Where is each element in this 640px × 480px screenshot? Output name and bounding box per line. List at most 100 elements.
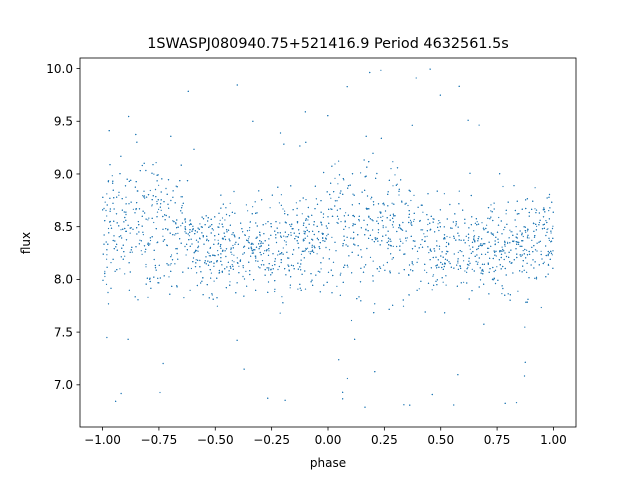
data-point <box>307 206 309 209</box>
data-point <box>160 191 162 193</box>
data-point <box>402 242 404 244</box>
data-point <box>447 251 449 253</box>
data-point <box>471 216 473 218</box>
data-point <box>126 178 128 180</box>
data-point <box>219 245 221 247</box>
data-point <box>296 240 298 242</box>
data-point <box>396 245 398 248</box>
data-point <box>516 233 518 235</box>
data-point <box>153 221 155 224</box>
data-point <box>498 259 500 261</box>
data-point <box>205 215 207 217</box>
data-point <box>398 190 400 192</box>
data-point <box>272 253 274 255</box>
data-point <box>492 257 494 260</box>
data-point <box>376 220 378 222</box>
data-point <box>416 250 419 252</box>
data-point <box>535 278 538 280</box>
data-point <box>221 264 223 266</box>
data-point <box>342 245 344 247</box>
data-point <box>527 298 529 300</box>
data-point <box>295 235 297 237</box>
data-point <box>291 228 293 230</box>
data-point <box>290 185 292 187</box>
data-point <box>346 236 348 238</box>
data-point <box>334 177 336 179</box>
data-point <box>516 253 518 255</box>
data-point <box>328 208 330 210</box>
data-point <box>377 240 379 242</box>
data-point <box>304 288 307 290</box>
data-point <box>536 250 538 252</box>
data-point <box>509 229 511 231</box>
data-point <box>372 220 374 222</box>
data-point <box>334 163 336 165</box>
data-point <box>436 279 438 281</box>
data-point <box>329 193 331 196</box>
data-point <box>353 223 355 225</box>
data-point <box>279 222 281 224</box>
data-point <box>526 237 529 239</box>
data-point <box>300 269 302 271</box>
data-point <box>189 289 191 291</box>
data-point <box>233 254 235 256</box>
data-point <box>438 245 441 247</box>
data-point <box>289 224 291 226</box>
data-point <box>106 193 108 195</box>
data-point <box>538 264 540 266</box>
data-point <box>411 124 413 126</box>
data-point <box>350 319 353 322</box>
data-point <box>470 194 472 197</box>
data-point <box>190 238 192 240</box>
data-point <box>106 336 108 339</box>
data-point <box>396 183 398 185</box>
data-point <box>359 281 362 283</box>
data-point <box>368 161 370 163</box>
data-point <box>503 250 505 252</box>
data-point <box>247 238 250 240</box>
data-point <box>313 251 315 253</box>
data-point <box>151 205 153 207</box>
data-point <box>283 235 285 237</box>
data-point <box>312 239 314 241</box>
data-point <box>343 239 345 241</box>
data-point <box>432 274 435 276</box>
data-point <box>443 237 446 239</box>
data-point <box>315 274 317 276</box>
data-point <box>463 239 465 241</box>
data-point <box>231 253 233 255</box>
data-point <box>523 375 526 377</box>
data-point <box>390 168 392 170</box>
data-point <box>255 222 257 224</box>
data-point <box>489 257 491 259</box>
data-point <box>125 196 127 198</box>
data-point <box>409 190 411 192</box>
data-point <box>270 226 272 228</box>
data-point <box>483 323 485 325</box>
data-point <box>143 245 146 247</box>
data-point <box>360 249 362 251</box>
data-point <box>226 266 228 268</box>
data-point <box>459 250 461 252</box>
data-point <box>175 248 177 250</box>
data-point <box>263 264 265 266</box>
data-point <box>200 226 202 228</box>
data-point <box>115 400 117 402</box>
data-point <box>125 219 127 221</box>
data-point <box>175 185 177 187</box>
data-point <box>296 207 298 210</box>
data-point <box>373 204 375 206</box>
data-point <box>288 270 290 272</box>
data-point <box>378 270 380 272</box>
data-point <box>115 246 117 248</box>
data-point <box>303 230 305 232</box>
data-point <box>305 226 307 229</box>
data-point <box>331 165 333 167</box>
data-point <box>225 207 227 209</box>
data-point <box>528 250 530 253</box>
data-point <box>320 211 322 213</box>
data-point <box>552 250 554 252</box>
data-point <box>220 194 222 196</box>
data-point <box>468 264 470 266</box>
data-point <box>181 205 183 207</box>
